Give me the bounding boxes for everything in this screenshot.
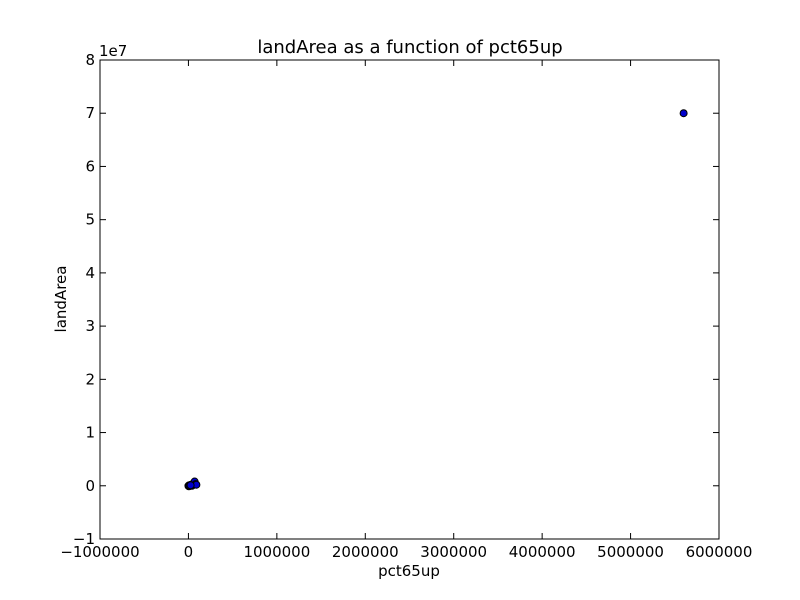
x-tick-label: 2000000 xyxy=(332,543,399,561)
x-tick-label: −1000000 xyxy=(60,543,139,561)
y-tick-label: 2 xyxy=(85,370,95,388)
y-tick-label: −1 xyxy=(73,530,95,548)
x-tick-label: 3000000 xyxy=(420,543,487,561)
y-tick-label: 1 xyxy=(85,424,95,442)
axis-ticks: −1000000 0 1000000 2000000 3000000 4000000 500… xyxy=(60,51,752,561)
y-tick-label: 5 xyxy=(85,211,95,229)
chart-title: landArea as a function of pct65up xyxy=(257,37,562,58)
x-tick-label: 6000000 xyxy=(686,543,753,561)
y-tick-label: 6 xyxy=(85,157,95,175)
y-tick-label: 3 xyxy=(85,317,95,335)
plot-area xyxy=(99,59,720,540)
y-axis-multiplier: 1e7 xyxy=(99,42,127,60)
x-tick-label: 4000000 xyxy=(509,543,576,561)
y-axis-label: landArea xyxy=(52,266,70,333)
y-tick-label: 4 xyxy=(85,264,95,282)
data-point xyxy=(186,481,195,490)
y-tick-label: 0 xyxy=(85,477,95,495)
y-tick-label: 7 xyxy=(85,104,95,122)
x-tick-label: 0 xyxy=(184,543,194,561)
x-tick-label: 5000000 xyxy=(597,543,664,561)
x-tick-label: 1000000 xyxy=(243,543,310,561)
data-points xyxy=(184,109,688,491)
y-tick-label: 8 xyxy=(85,51,95,69)
data-point xyxy=(679,109,688,118)
x-axis-label: pct65up xyxy=(378,562,440,580)
